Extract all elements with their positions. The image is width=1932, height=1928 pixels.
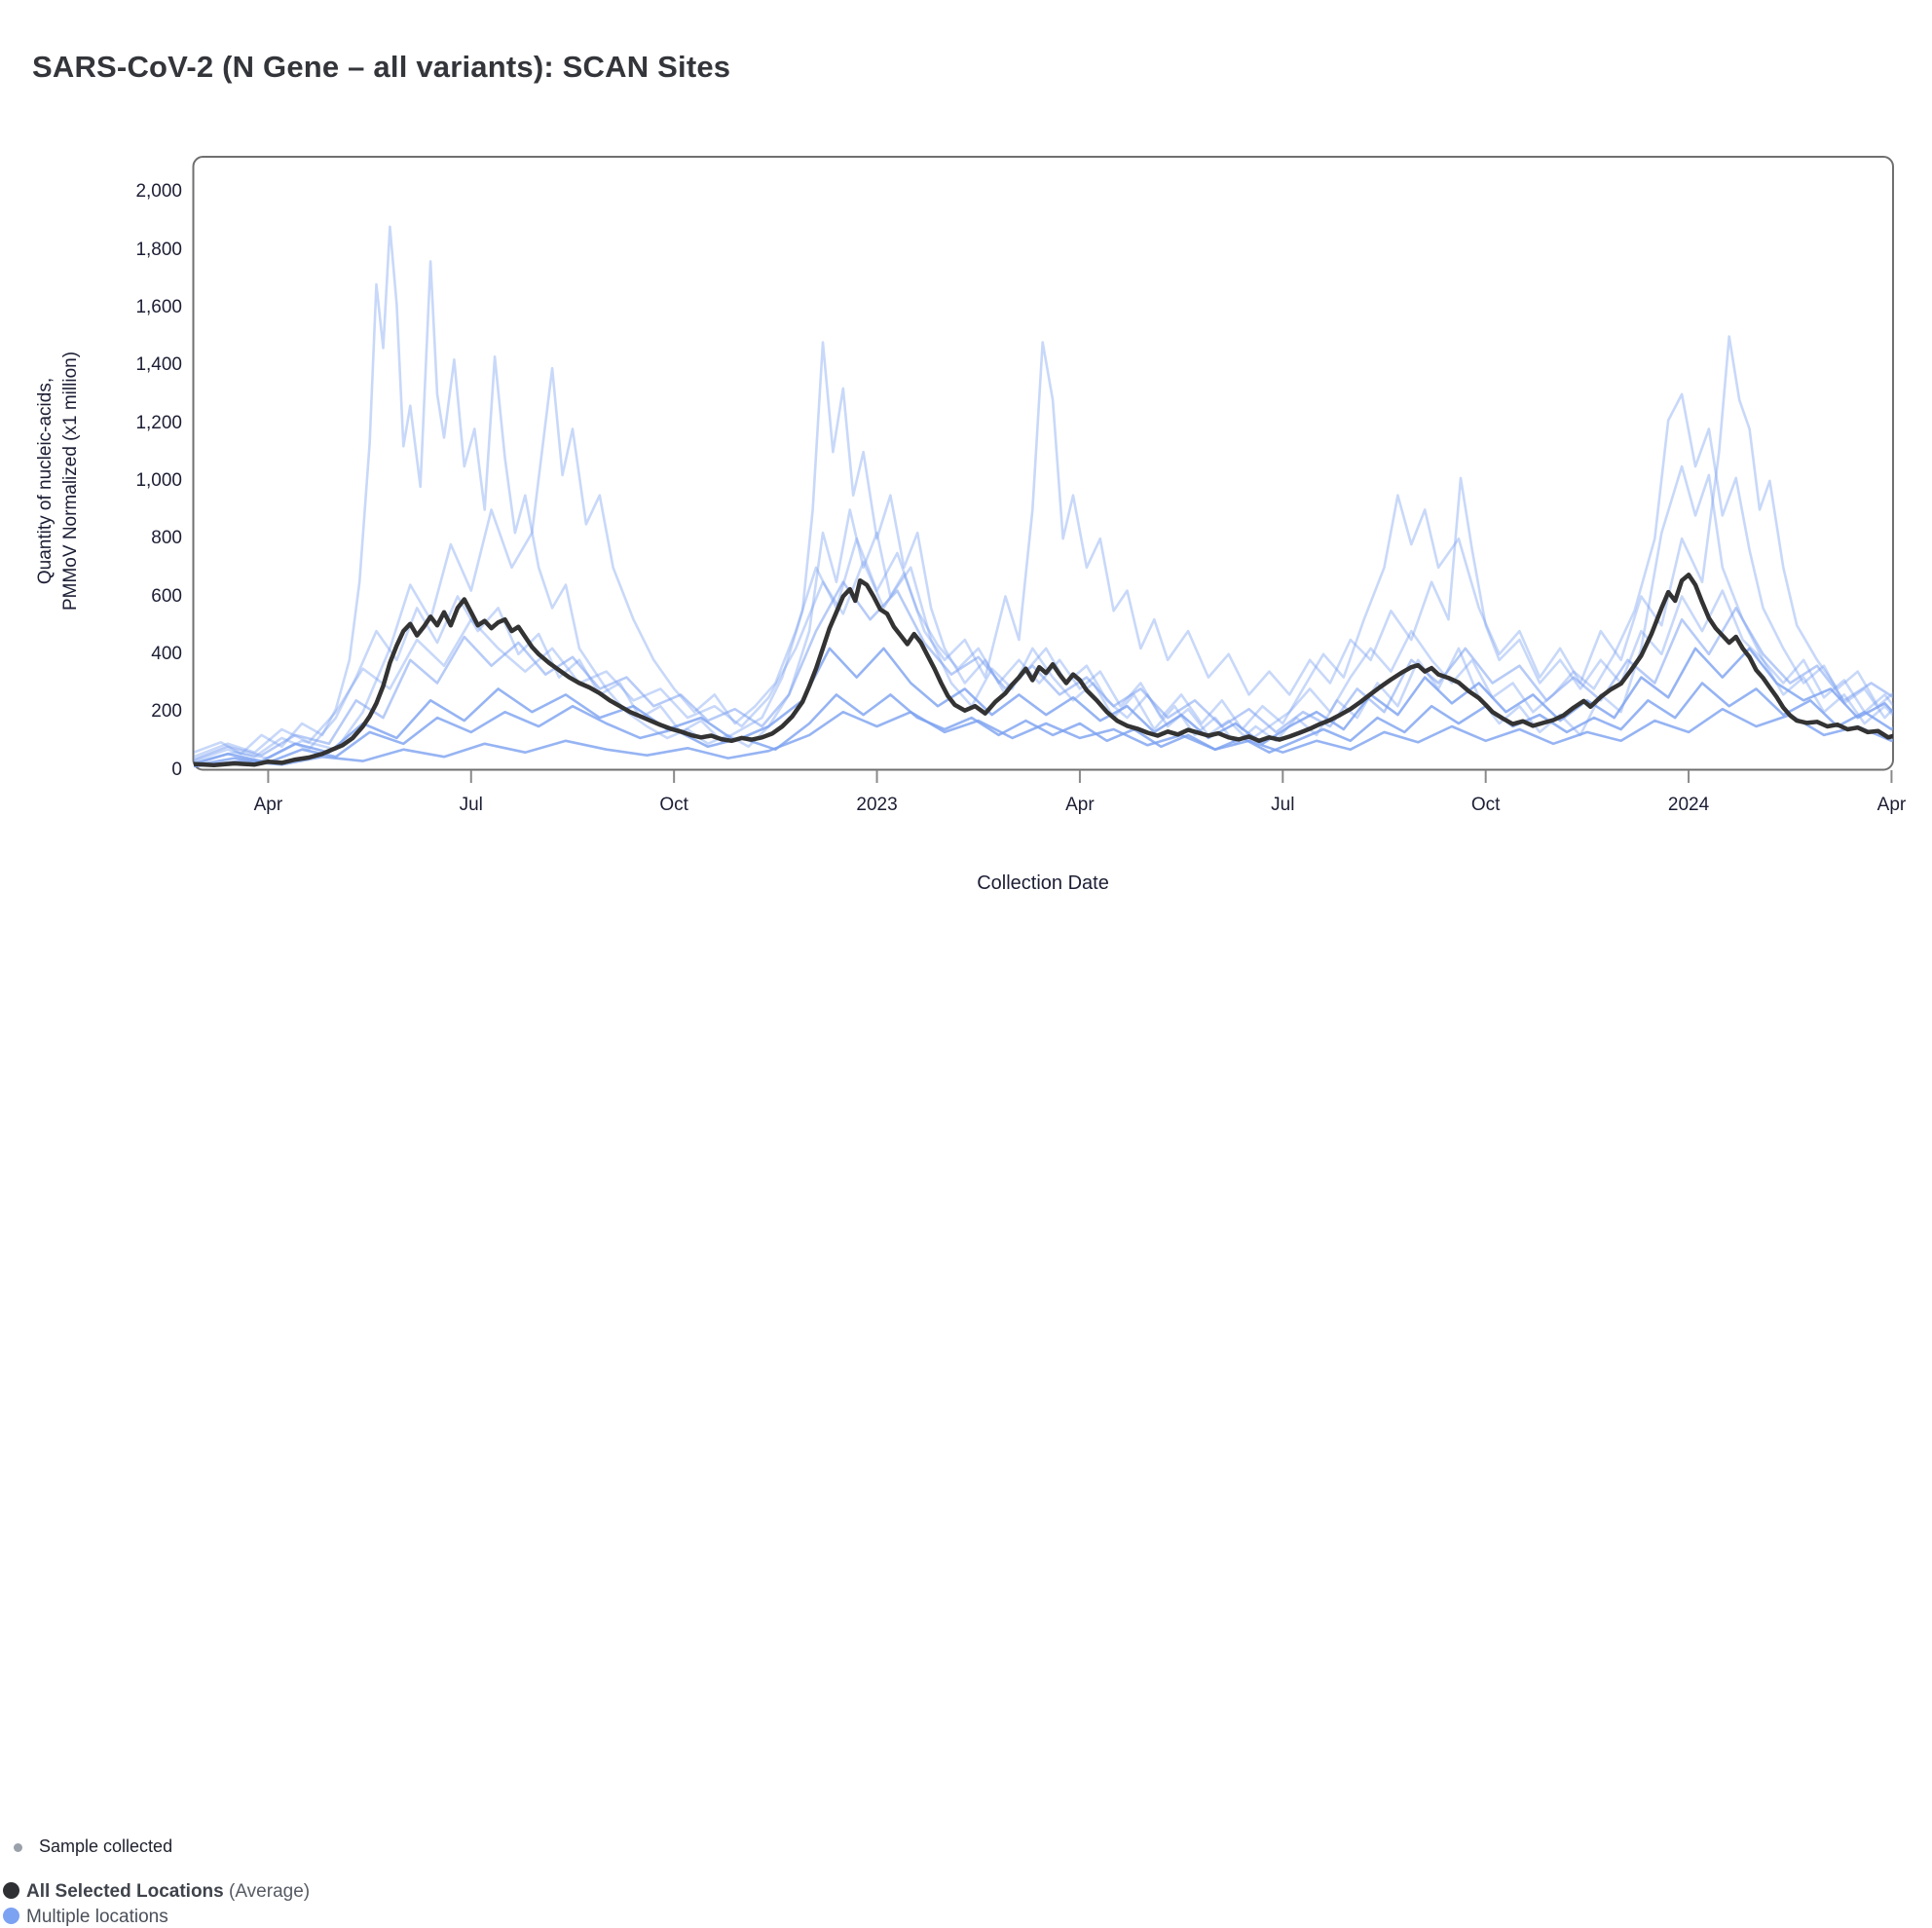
series-lines [194, 225, 1893, 768]
y-tick-label: 200 [151, 701, 182, 723]
location-line [194, 225, 1893, 756]
x-tick-label: Jul [1271, 795, 1295, 815]
x-axis-title: Collection Date [977, 872, 1109, 894]
location-line [194, 647, 1893, 765]
y-tick-label: 800 [151, 528, 182, 549]
x-axis-tick-marks [267, 770, 1893, 783]
x-tick-label: Apr [253, 795, 283, 815]
page-title: SARS-CoV-2 (N Gene – all variants): SCAN… [32, 49, 731, 84]
y-axis-title-line1: Quantity of nucleic-acids, [35, 377, 56, 585]
x-tick-label: Jul [459, 795, 483, 815]
legend-average-label: All Selected Locations (Average) [26, 1881, 310, 1903]
legend-sample-collected-label: Sample collected [39, 1836, 173, 1856]
x-tick-label: 2023 [856, 795, 898, 815]
legend-average-label-main: All Selected Locations [26, 1881, 224, 1902]
y-axis-title-line2: PMMoV Normalized (x1 million) [60, 351, 81, 612]
y-tick-label: 1,000 [135, 469, 182, 491]
location-line [194, 341, 1893, 759]
location-line [194, 707, 1893, 768]
y-axis-title: Quantity of nucleic-acids, PMMoV Normali… [33, 175, 88, 787]
x-tick-label: Oct [659, 795, 688, 815]
legend-average-label-suffix: (Average) [223, 1881, 311, 1902]
location-line [194, 341, 1893, 762]
x-tick-label: Oct [1470, 795, 1501, 815]
y-tick-label: 0 [171, 759, 182, 780]
y-tick-label: 1,400 [135, 354, 182, 376]
y-tick-label: 400 [151, 643, 182, 664]
x-tick-label: 2024 [1667, 795, 1710, 815]
y-tick-label: 1,800 [135, 239, 182, 260]
x-tick-label: Apr [1876, 795, 1907, 815]
y-tick-label: 600 [151, 585, 182, 607]
locations-series-dot-icon [3, 1908, 19, 1924]
x-tick-label: Apr [1065, 795, 1095, 815]
average-line [194, 573, 1893, 768]
legend-multiple-locations-label: Multiple locations [26, 1907, 168, 1927]
location-line [194, 682, 1893, 767]
sample-collected-dot-icon [14, 1843, 22, 1852]
chart-canvas[interactable] [0, 0, 1932, 1032]
y-tick-label: 1,600 [135, 296, 182, 317]
plot-frame [192, 156, 1894, 771]
average-series-dot-icon [3, 1882, 19, 1899]
y-tick-label: 2,000 [135, 181, 182, 203]
location-line [194, 580, 1893, 761]
y-tick-label: 1,200 [135, 412, 182, 433]
location-line [194, 335, 1893, 764]
